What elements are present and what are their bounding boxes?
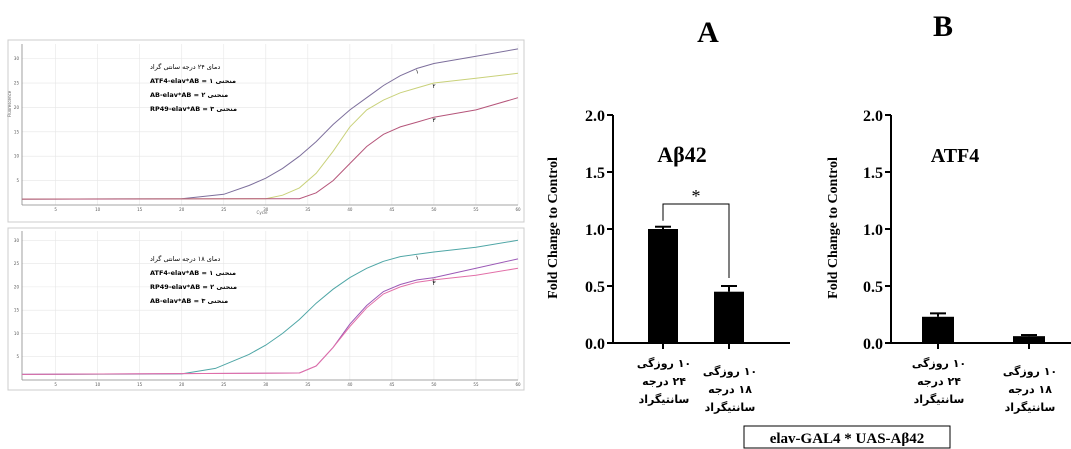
x-tick-label: 30 xyxy=(263,207,269,212)
category-label: ۱۰ روزگی xyxy=(1003,365,1057,378)
y-tick-label: 1.0 xyxy=(585,222,605,239)
x-tick-label: 45 xyxy=(389,382,395,387)
y-tick-label: 25 xyxy=(14,81,20,86)
bar xyxy=(1013,336,1045,343)
legend-entry: منحنی ۲ = AB-elav*AB xyxy=(150,91,228,99)
x-tick-label: 20 xyxy=(179,207,185,212)
x-tick-label: 55 xyxy=(473,207,479,212)
y-tick-label: 0.5 xyxy=(863,279,883,296)
x-tick-label: 45 xyxy=(389,207,395,212)
x-tick-label: 35 xyxy=(305,382,311,387)
y-axis-title: Fluorescence xyxy=(7,90,12,117)
series-line xyxy=(21,72,519,200)
x-tick-label: 40 xyxy=(347,382,353,387)
y-axis-title: Fold Change to Control xyxy=(546,157,561,299)
y-tick-label: 30 xyxy=(14,238,20,243)
x-tick-label: 50 xyxy=(431,207,437,212)
x-tick-label: 10 xyxy=(95,382,101,387)
y-tick-label: 20 xyxy=(14,105,20,110)
series-number-label: ۱ xyxy=(416,254,419,261)
chart-title: Aβ42 xyxy=(657,142,706,167)
series-number-label: ۳ xyxy=(432,280,436,287)
panel-label-a: A xyxy=(697,16,719,49)
y-tick-label: 10 xyxy=(14,331,20,336)
significance-bracket xyxy=(662,203,730,278)
series-line xyxy=(21,97,519,200)
series-number-label: ۲ xyxy=(432,83,435,90)
x-tick-label: 30 xyxy=(263,382,269,387)
genotype-label: elav-GAL4 * UAS-Aβ42 xyxy=(770,431,925,447)
legend-entry: منحنی ۳ = RP49-elav*AB xyxy=(150,105,237,113)
x-tick-label: 5 xyxy=(54,382,57,387)
y-tick-label: 2.0 xyxy=(585,108,605,125)
category-label: ۲۴ درجه xyxy=(642,375,686,388)
panel-label-b: B xyxy=(933,10,953,43)
series-number-label: ۱ xyxy=(416,68,419,75)
x-tick-label: 60 xyxy=(515,382,521,387)
category-label: ۱۰ روزگی xyxy=(912,357,966,370)
bar-chart-abeta42: Aβ42 Fold Change to Control 0.0 0.5 1.0 1.5… xyxy=(546,108,790,414)
legend-entry: منحنی ۱ = ATF4-elav*AB xyxy=(150,269,236,277)
genotype-box xyxy=(743,425,951,449)
chart-title: ATF4 xyxy=(931,145,980,167)
significance-marker: * xyxy=(692,186,701,206)
x-tick-label: 15 xyxy=(137,207,143,212)
qpcr-amplification-plot-24c: 5 10 15 20 25 30 35 40 45 50 55 60 5 10 15 20 25 30 ۱ ۲ ۳ د… xyxy=(7,39,525,223)
category-label: ۱۸ درجه xyxy=(1008,383,1052,396)
x-tick-label: 20 xyxy=(179,382,185,387)
legend-entry: منحنی ۲ = RP49-elav*AB xyxy=(150,283,237,291)
category-label: ۱۰ روزگی xyxy=(637,357,691,370)
x-tick-label: 40 xyxy=(347,207,353,212)
qpcr-amplification-plot-18c: 5 10 15 20 25 30 35 40 45 50 55 60 5 10 15 20 25 30 ۱ ۲۳ د… xyxy=(7,227,525,391)
series-number-label: ۳ xyxy=(432,117,436,124)
bar xyxy=(922,316,954,343)
category-label: ۲۴ درجه xyxy=(917,375,961,388)
category-label: سانتیگراد xyxy=(914,393,965,406)
y-tick-label: 15 xyxy=(14,308,20,313)
y-tick-label: 30 xyxy=(14,56,20,61)
series-line xyxy=(21,48,519,200)
x-tick-label: 60 xyxy=(515,207,521,212)
y-tick-label: 25 xyxy=(14,261,20,266)
category-label: سانتیگراد xyxy=(1005,401,1056,414)
y-tick-label: 0.5 xyxy=(585,279,605,296)
y-tick-label: 20 xyxy=(14,284,20,289)
x-tick-label: 25 xyxy=(221,382,227,387)
bar-chart-atf4: ATF4 Fold Change to Control 0.0 0.5 1.0 1.5… xyxy=(826,108,1071,414)
x-tick-label: 50 xyxy=(431,382,437,387)
x-tick-label: 5 xyxy=(54,207,57,212)
category-label: ۱۰ روزگی xyxy=(703,365,757,378)
y-tick-label: 0.0 xyxy=(585,336,605,353)
y-tick-label: 1.5 xyxy=(863,165,883,182)
x-axis-title: Cycle xyxy=(257,210,268,215)
bar xyxy=(714,291,744,343)
y-tick-label: 2.0 xyxy=(863,108,883,125)
x-tick-label: 10 xyxy=(95,207,101,212)
x-tick-label: 25 xyxy=(221,207,227,212)
legend-entry: منحنی ۱ = ATF4-elav*AB xyxy=(150,77,236,85)
y-tick-label: 5 xyxy=(16,354,19,359)
y-tick-label: 0.0 xyxy=(863,336,883,353)
y-tick-label: 1.0 xyxy=(863,222,883,239)
category-label: ۱۸ درجه xyxy=(708,383,752,396)
legend-entry: دمای ۱۸ درجه سانتی گراد xyxy=(150,255,220,263)
x-tick-label: 15 xyxy=(137,382,143,387)
y-axis-title: Fold Change to Control xyxy=(826,157,841,299)
series-line xyxy=(21,239,519,375)
legend-entry: دمای ۲۴ درجه سانتی گراد xyxy=(150,63,220,71)
y-tick-label: 15 xyxy=(14,129,20,134)
y-tick-label: 5 xyxy=(16,178,19,183)
bar xyxy=(648,229,678,343)
y-tick-label: 10 xyxy=(14,154,20,159)
category-label: سانتیگراد xyxy=(705,401,756,414)
series-number-label: ۲ xyxy=(432,278,435,285)
x-tick-label: 55 xyxy=(473,382,479,387)
category-label: سانتیگراد xyxy=(639,393,690,406)
y-tick-label: 1.5 xyxy=(585,165,605,182)
x-tick-label: 35 xyxy=(305,207,311,212)
series-line xyxy=(21,267,519,375)
legend-entry: منحنی ۳ = AB-elav*AB xyxy=(150,297,228,305)
